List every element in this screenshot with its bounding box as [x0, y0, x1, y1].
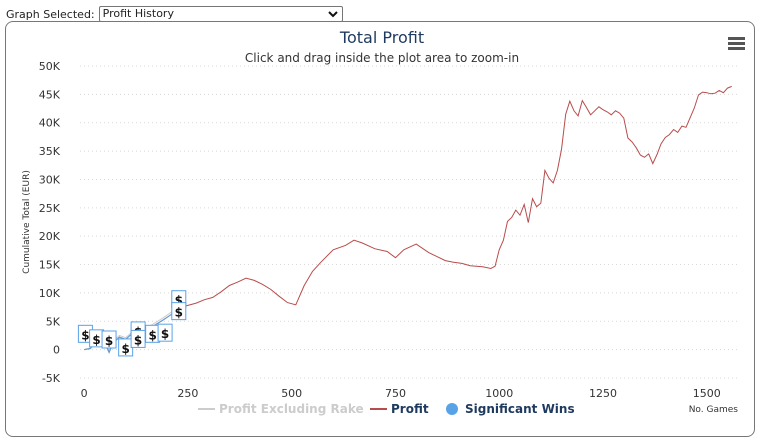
- legend-marker-significant-wins: [446, 403, 458, 415]
- significant-wins-flags: $$$$$$$$$$: [77, 290, 187, 357]
- significant-win-flag-label: $: [175, 294, 183, 308]
- y-tick-label: 5K: [46, 315, 61, 328]
- y-tick-label: 25K: [39, 202, 61, 215]
- y-tick-label: 50K: [39, 60, 61, 73]
- graph-selected-label: Graph Selected:: [6, 7, 95, 21]
- x-tick-label: 1250: [589, 387, 617, 400]
- chevron-down-icon: [327, 11, 338, 18]
- significant-win-flag-label: $: [161, 327, 169, 341]
- x-tick-label: 750: [385, 387, 406, 400]
- significant-win-flag-label: $: [148, 328, 156, 342]
- y-tick-label: 0: [53, 344, 60, 357]
- x-axis-ticks: 0 250 500 750 1000 1250 1500: [81, 387, 721, 400]
- legend-label-profit: Profit: [391, 402, 429, 416]
- legend-item-profit-excluding-rake[interactable]: Profit Excluding Rake: [198, 402, 364, 416]
- significant-win-flag[interactable]: $: [89, 329, 105, 348]
- y-tick-label: 45K: [39, 88, 61, 101]
- significant-win-flag[interactable]: $: [118, 338, 134, 357]
- chart-title: Total Profit: [339, 28, 424, 47]
- x-axis-label: No. Games: [689, 405, 739, 415]
- profit-line: [84, 85, 732, 354]
- x-tick-label: 1000: [485, 387, 513, 400]
- y-axis-ticks: -5K 0 5K 10K 15K 20K 25K 30K 35K 40K 45K 50K: [39, 60, 61, 385]
- y-tick-label: 10K: [39, 287, 61, 300]
- hamburger-menu-icon[interactable]: [727, 34, 747, 52]
- significant-win-flag-label: $: [92, 333, 100, 347]
- significant-win-flag[interactable]: $: [157, 323, 173, 342]
- x-tick-label: 250: [177, 387, 198, 400]
- legend-label-profit-excluding-rake: Profit Excluding Rake: [219, 402, 364, 416]
- significant-win-flag[interactable]: $: [130, 329, 146, 348]
- grid-lines: [80, 65, 740, 379]
- y-tick-label: 20K: [39, 230, 61, 243]
- significant-win-flag-label: $: [175, 306, 183, 320]
- chart-subtitle: Click and drag inside the plot area to z…: [245, 51, 519, 65]
- x-tick-label: 500: [281, 387, 302, 400]
- significant-win-flag-label: $: [81, 328, 89, 342]
- significant-win-flag[interactable]: $: [171, 302, 187, 321]
- significant-win-flag-label: $: [121, 342, 129, 356]
- x-tick-label: 1500: [693, 387, 721, 400]
- graph-select-value: Profit History: [102, 7, 174, 20]
- y-tick-label: 15K: [39, 259, 61, 272]
- y-tick-label: 35K: [39, 145, 61, 158]
- significant-win-flag[interactable]: $: [101, 330, 117, 349]
- y-tick-label: -5K: [42, 372, 61, 385]
- y-tick-label: 30K: [39, 173, 61, 186]
- legend-label-significant-wins: Significant Wins: [465, 402, 575, 416]
- y-axis-label: Cumulative Total (EUR): [22, 170, 32, 274]
- significant-win-flag-label: $: [105, 334, 113, 348]
- significant-win-flag-label: $: [134, 333, 142, 347]
- legend-item-significant-wins[interactable]: Significant Wins: [446, 402, 575, 416]
- chart-panel: [5, 21, 755, 437]
- x-tick-label: 0: [81, 387, 88, 400]
- legend: Profit Excluding Rake Profit Significant…: [198, 402, 575, 416]
- significant-win-flag[interactable]: $: [145, 324, 161, 343]
- legend-item-profit[interactable]: Profit: [370, 402, 429, 416]
- y-tick-label: 40K: [39, 117, 61, 130]
